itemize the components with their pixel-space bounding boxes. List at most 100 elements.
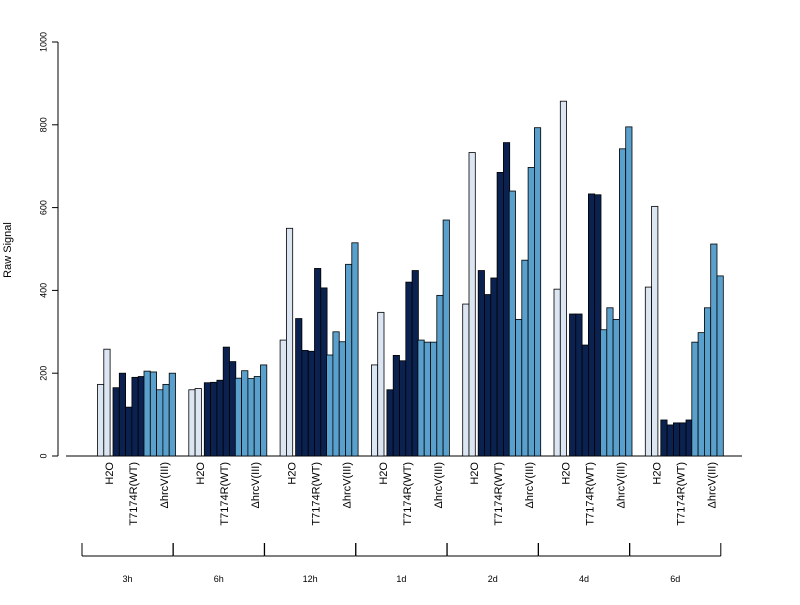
bar [399,360,407,457]
bar [345,263,353,457]
bar [417,339,425,457]
bar [279,339,287,457]
bar [484,294,492,457]
bar [295,318,303,457]
bar [697,332,705,457]
time-label: 1d [396,574,406,584]
bar [326,354,334,457]
bar [392,354,400,457]
bar [660,419,668,457]
bar [710,243,718,457]
bar [436,294,444,457]
bar [575,313,583,457]
bar [241,370,249,457]
time-label: 2d [488,574,498,584]
category-label: T7174R(WT) [676,462,688,526]
y-tick-label: 200 [38,366,48,381]
bar [377,311,385,457]
category-label: T7174R(WT) [402,462,414,526]
category-label: T7174R(WT) [311,462,323,526]
bar [430,341,438,457]
bars [97,100,724,457]
category-label: H2O [652,462,664,485]
y-axis-title: Raw Signal [2,222,14,278]
category-label: H2O [560,462,572,485]
bar [527,167,535,457]
bar [651,205,659,457]
y-tick-label: 800 [38,117,48,132]
bar [521,259,529,457]
bar [619,148,627,457]
bar [423,341,431,457]
bar [103,348,111,457]
bar [553,288,561,457]
bar [644,286,652,457]
bar [666,424,674,457]
time-label: 6d [670,574,680,584]
bar [314,268,322,457]
bar [685,419,693,457]
category-label: T7174R(WT) [128,462,140,526]
bar [97,383,105,457]
time-label: 3h [122,574,132,584]
bar [515,318,523,457]
bar [351,242,359,457]
bar [679,422,687,457]
category-label: H2O [469,462,481,485]
bar [462,303,470,457]
bar [210,381,218,457]
bar [468,152,476,457]
bar [118,372,127,457]
bar [253,376,261,457]
bar [307,350,315,457]
bar [216,379,224,457]
bar [156,389,164,457]
y-tick-label: 1000 [38,32,48,52]
category-label: H2O [104,462,116,485]
y-tick-label: 600 [38,200,48,215]
bar [411,270,419,457]
bar [222,346,230,457]
category-label: T7174R(WT) [219,462,231,526]
category-label: ΔhrcV(III) [342,462,354,508]
y-axis: 0 200 400 600 800 1000 [38,32,59,459]
category-label: T7174R(WT) [584,462,596,526]
category-label: T7174R(WT) [493,462,505,526]
bar [496,172,504,457]
bar [588,193,596,457]
bar [405,281,413,457]
category-labels: H2O T7174R(WT) ΔhrcV(III) H2O T7174R(WT) Δhrc… [104,462,719,526]
bar [149,371,158,457]
category-label: H2O [195,462,207,485]
bar [203,382,212,457]
category-label: ΔhrcV(III) [524,462,536,508]
bar [338,341,346,457]
bar [691,341,699,457]
bar [581,344,589,457]
bar [625,126,633,457]
bar [600,329,608,457]
time-label: 12h [303,574,318,584]
bar [716,275,724,457]
bar [534,127,542,457]
time-label: 4d [579,574,589,584]
bar [490,277,498,457]
bar [332,331,340,457]
bar [137,376,145,457]
category-label: H2O [287,462,299,485]
bar [559,100,567,457]
bar [234,377,243,457]
bar [229,361,237,457]
bar [131,376,139,457]
bar [370,364,379,457]
bar [125,406,133,457]
bar [194,388,202,457]
category-label: ΔhrcV(III) [707,462,719,508]
bar [260,364,268,457]
bar [301,350,309,457]
category-label: ΔhrcV(III) [615,462,627,508]
y-tick-label: 400 [38,283,48,298]
category-label: H2O [378,462,390,485]
